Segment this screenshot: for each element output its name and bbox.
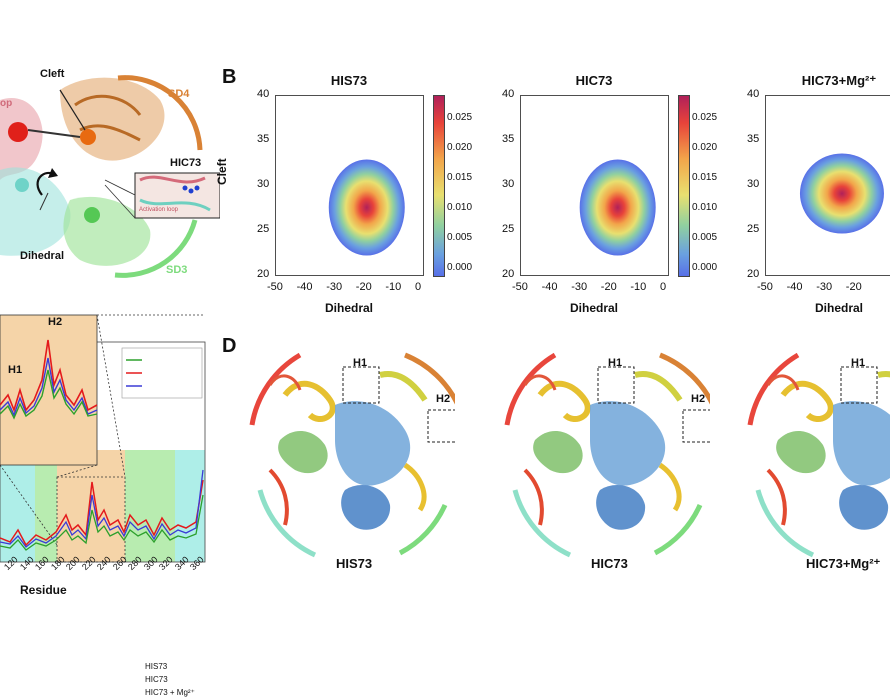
colorbar [678,95,690,277]
xtick-label: -40 [787,281,803,293]
activation-loop-label: Activation loop [139,207,178,213]
sd4-label: SD4 [168,88,189,100]
ytick-label: 30 [747,178,759,190]
heatmap-xlabel: Dihedral [325,301,373,315]
ytick-label: 35 [257,133,269,145]
cleft-label: Cleft [40,68,64,80]
density-blob [329,160,405,256]
colorbar [433,95,445,277]
ytick-label: 20 [257,268,269,280]
sd3-label: SD3 [166,264,187,276]
edge-label: op [0,98,12,109]
xtick-label: 0 [660,281,666,293]
h1-label: H1 [608,357,622,369]
protein-structure [495,345,710,560]
legend-item-hic73mg: HIC73 + Mg²⁺ [145,688,195,697]
panel-b-ylabel: Cleft [215,158,229,185]
inset-h1-label: H1 [8,364,22,376]
colorbar-tick-label: 0.000 [692,262,717,273]
inset-h2-label: H2 [48,316,62,328]
xtick-label: -40 [297,281,313,293]
xtick-label: -50 [267,281,283,293]
colorbar-tick-label: 0.010 [447,202,472,213]
xtick-label: -20 [601,281,617,293]
ytick-label: 25 [257,223,269,235]
heatmap-xlabel: Dihedral [815,301,863,315]
h2-label: H2 [691,393,705,405]
ytick-label: 40 [257,88,269,100]
structure-label: HIC73 [591,556,628,571]
ytick-label: 35 [747,133,759,145]
colorbar-tick-label: 0.015 [692,172,717,183]
colorbar-tick-label: 0.025 [692,112,717,123]
xtick-label: -40 [542,281,558,293]
xtick-label: -10 [385,281,401,293]
ytick-label: 20 [747,268,759,280]
ytick-label: 30 [257,178,269,190]
heatmap-title: HIC73 [520,73,668,88]
xtick-label: -10 [630,281,646,293]
density-blob [800,154,884,234]
ytick-label: 40 [502,88,514,100]
xtick-label: -50 [757,281,773,293]
protein-structure [240,345,455,560]
xtick-label: -50 [512,281,528,293]
ytick-label: 40 [747,88,759,100]
density-blob [580,160,656,256]
xtick-label: -30 [326,281,342,293]
colorbar-tick-label: 0.015 [447,172,472,183]
ytick-label: 20 [502,268,514,280]
colorbar-tick-label: 0.005 [692,232,717,243]
panel-b-letter: B [222,66,236,89]
ytick-label: 30 [502,178,514,190]
xtick-label: 0 [415,281,421,293]
structure-label: HIS73 [336,556,372,571]
panel-d-letter: D [222,335,236,358]
heatmap-xlabel: Dihedral [570,301,618,315]
protein-structure [738,345,890,560]
heatmap-plot [765,95,890,277]
ytick-label: 25 [502,223,514,235]
colorbar-tick-label: 0.005 [447,232,472,243]
heatmap-plot [520,95,669,277]
legend-item-hic73: HIC73 [145,675,168,684]
dihedral-label: Dihedral [20,250,64,262]
panel-a: op Cleft SD4 HIC73 Activation loop Dihed… [0,60,220,290]
colorbar-tick-label: 0.020 [692,142,717,153]
legend-item-his73: HIS73 [145,662,167,671]
xtick-label: -30 [571,281,587,293]
ytick-label: 35 [502,133,514,145]
xtick-label: -20 [356,281,372,293]
heatmap-title: HIS73 [275,73,423,88]
h1-label: H1 [353,357,367,369]
heatmap-plot [275,95,424,277]
colorbar-tick-label: 0.025 [447,112,472,123]
colorbar-tick-label: 0.000 [447,262,472,273]
colorbar-tick-label: 0.010 [692,202,717,213]
colorbar-tick-label: 0.020 [447,142,472,153]
h1-label: H1 [851,357,865,369]
xtick-label: -30 [816,281,832,293]
heatmap-title: HIC73+Mg²⁺ [765,73,890,89]
ytick-label: 25 [747,223,759,235]
hic73-inset-label: HIC73 [170,157,201,169]
xtick-label: -20 [846,281,862,293]
structure-label: HIC73+Mg²⁺ [806,556,880,572]
panel-c-xlabel: Residue [20,583,67,597]
h2-label: H2 [436,393,450,405]
